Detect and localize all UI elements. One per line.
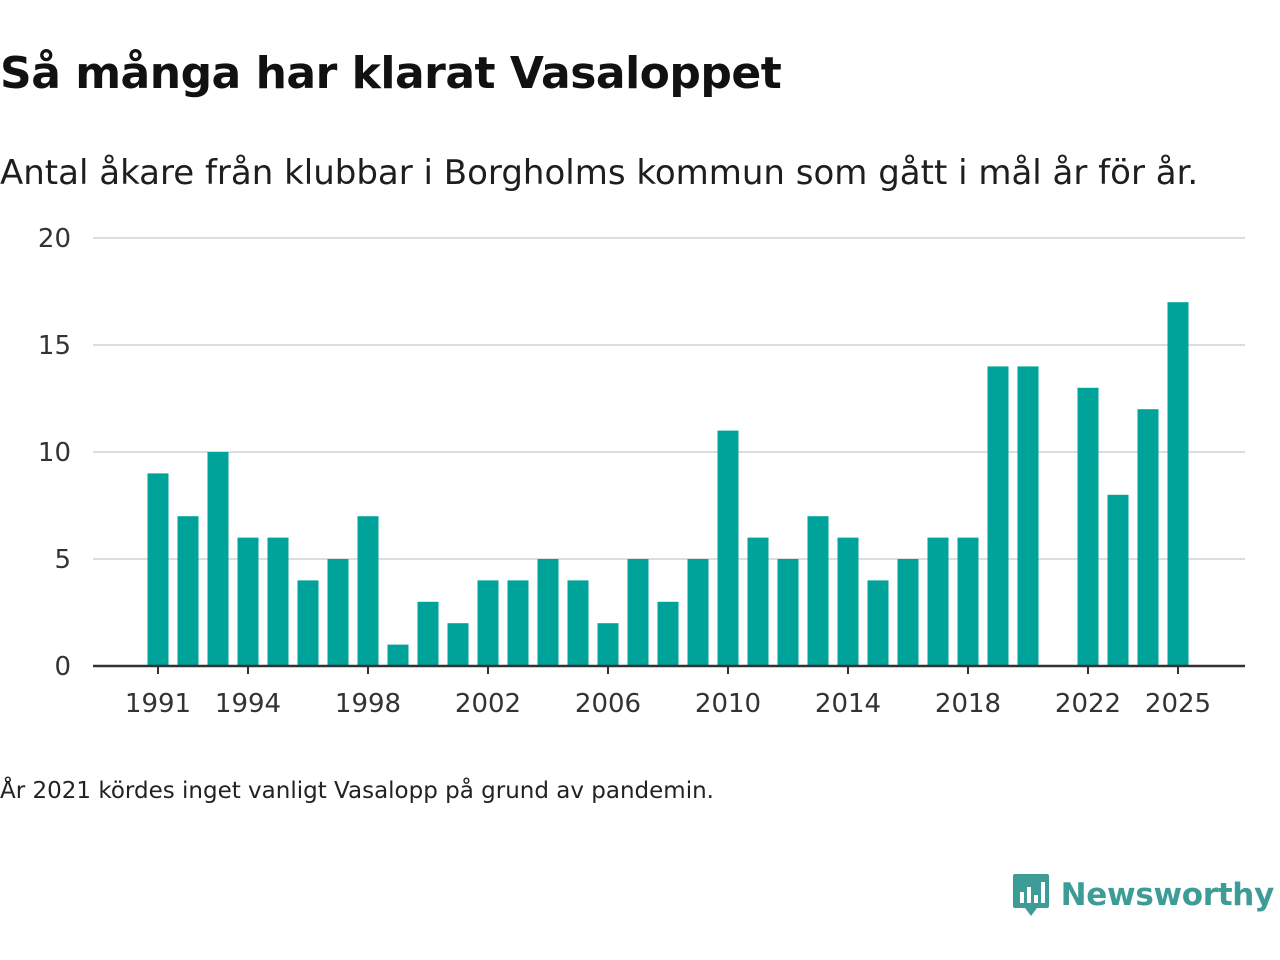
bar-2009 — [687, 559, 709, 666]
x-tick-label-1991: 1991 — [125, 689, 191, 719]
bar-2010 — [717, 430, 739, 666]
bar-2000 — [417, 601, 439, 666]
bar-2013 — [807, 516, 829, 666]
bars — [147, 302, 1189, 666]
bar-1999 — [387, 644, 409, 666]
bar-1992 — [177, 516, 199, 666]
bar-1996 — [297, 580, 319, 666]
x-tick-label-2022: 2022 — [1055, 689, 1121, 719]
bar-2011 — [747, 537, 769, 666]
grid-lines — [93, 237, 1245, 560]
newsworthy-logo: Newsworthy — [1011, 870, 1274, 920]
bar-2003 — [507, 580, 529, 666]
bar-2001 — [447, 623, 469, 666]
y-axis-tick-labels: 0 5 10 15 20 — [38, 224, 71, 682]
x-tick-label-2010: 2010 — [695, 689, 761, 719]
bar-2004 — [537, 559, 559, 666]
bar-2025 — [1167, 302, 1189, 666]
y-tick-label-10: 10 — [38, 438, 71, 468]
bar-2005 — [567, 580, 589, 666]
y-tick-label-0: 0 — [54, 652, 71, 682]
y-tick-label-5: 5 — [54, 545, 71, 575]
bar-2008 — [657, 601, 679, 666]
x-tick-label-1994: 1994 — [215, 689, 281, 719]
newsworthy-logo-icon — [1012, 874, 1049, 916]
bar-1998 — [357, 516, 379, 666]
bar-2007 — [627, 559, 649, 666]
bar-2023 — [1107, 494, 1129, 666]
x-tick-label-2025: 2025 — [1145, 689, 1211, 719]
bar-2017 — [927, 537, 949, 666]
x-tick-label-2006: 2006 — [575, 689, 641, 719]
bar-2015 — [867, 580, 889, 666]
x-tick-label-2002: 2002 — [455, 689, 521, 719]
y-tick-label-20: 20 — [38, 224, 71, 254]
chart-subtitle: Antal åkare från klubbar i Borgholms kom… — [0, 153, 1199, 193]
bar-2020 — [1017, 366, 1039, 666]
bar-2016 — [897, 559, 919, 666]
bar-1995 — [267, 537, 289, 666]
bar-2024 — [1137, 409, 1159, 666]
bar-1994 — [237, 537, 259, 666]
bar-2006 — [597, 623, 619, 666]
bar-1991 — [147, 473, 169, 666]
x-tick-label-2018: 2018 — [935, 689, 1001, 719]
newsworthy-logo-text: Newsworthy — [1060, 877, 1275, 913]
bar-1993 — [207, 452, 229, 666]
bar-2019 — [987, 366, 1009, 666]
y-tick-label-15: 15 — [38, 331, 71, 361]
bar-2014 — [837, 537, 859, 666]
bar-2018 — [957, 537, 979, 666]
bar-2022 — [1077, 387, 1099, 666]
bar-chart: 0 5 10 15 20 1991 1994 1998 2002 2006 2010 2014 201… — [38, 224, 1245, 719]
x-tick-label-1998: 1998 — [335, 689, 401, 719]
bar-1997 — [327, 559, 349, 666]
footnote: År 2021 kördes inget vanligt Vasalopp på… — [0, 778, 714, 804]
chart-title: Så många har klarat Vasaloppet — [0, 48, 782, 99]
bar-2012 — [777, 559, 799, 666]
x-axis-ticks: 1991 1994 1998 2002 2006 2010 2014 2018 2022 2025 — [125, 666, 1211, 719]
bar-2002 — [477, 580, 499, 666]
x-tick-label-2014: 2014 — [815, 689, 881, 719]
